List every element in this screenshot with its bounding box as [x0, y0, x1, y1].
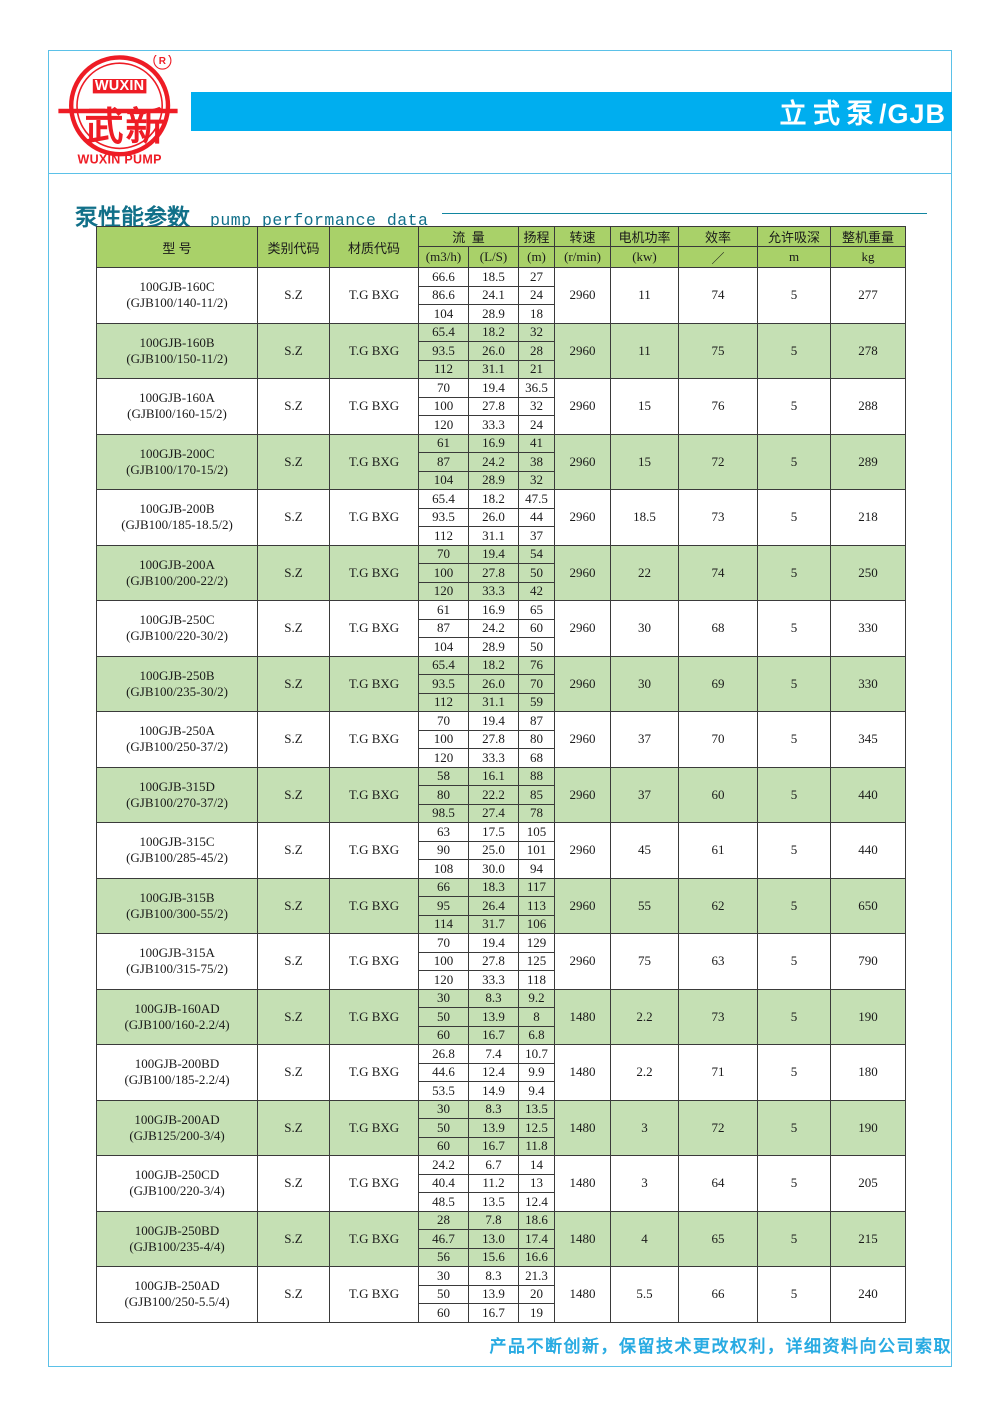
svg-text:新: 新: [125, 106, 164, 149]
svg-text:武: 武: [84, 106, 123, 149]
svg-text:R: R: [159, 56, 167, 67]
svg-text:WUXIN: WUXIN: [95, 78, 144, 94]
svg-text:WUXIN PUMP: WUXIN PUMP: [77, 153, 161, 167]
